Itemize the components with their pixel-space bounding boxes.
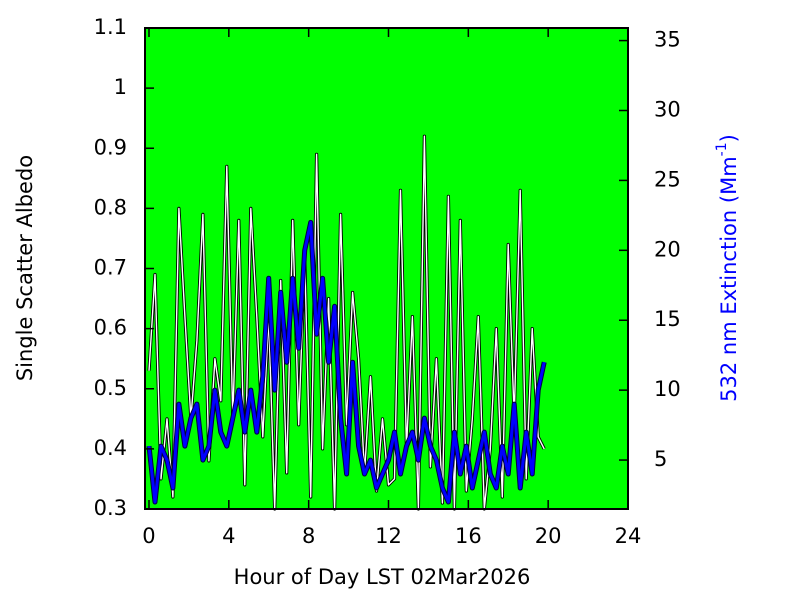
albedo-line [148, 135, 545, 510]
y2-tick-label: 25 [654, 167, 681, 191]
y2-label-close: ) [717, 134, 741, 142]
x-tick-label: 16 [455, 524, 482, 548]
y2-tick-label: 15 [654, 307, 681, 331]
y-tick-label: 1 [114, 75, 127, 99]
marks [146, 134, 547, 511]
y-tick-label: 0.5 [94, 376, 127, 400]
y-tick-label: 0.8 [94, 195, 127, 219]
x-tick-label: 12 [375, 524, 402, 548]
y2-tick-label: 10 [654, 377, 681, 401]
y2-tick-label: 30 [654, 97, 681, 121]
y-tick-label: 1.1 [94, 15, 127, 39]
y-tick-label: 0.6 [94, 316, 127, 340]
y2-axis-label: 532 nm Extinction (Mm-1) [714, 134, 741, 402]
y-tick-label: 0.4 [94, 436, 127, 460]
x-tick-label: 24 [615, 524, 642, 548]
x-tick-label: 4 [222, 524, 235, 548]
x-tick-label: 20 [535, 524, 562, 548]
x-axis-label: Hour of Day LST 02Mar2026 [234, 565, 531, 589]
y2-tick-label: 5 [654, 447, 667, 471]
y2-tick-label: 20 [654, 237, 681, 261]
y2-label-text: 532 nm Extinction (Mm [717, 156, 741, 402]
y-tick-label: 0.9 [94, 135, 127, 159]
y-tick-label: 0.7 [94, 256, 127, 280]
x-tick-label: 0 [142, 524, 155, 548]
plot-background [145, 28, 628, 509]
y2-tick-label: 35 [654, 28, 681, 52]
y-tick-label: 0.3 [94, 496, 127, 520]
extinction-line [147, 220, 546, 504]
x-tick-label: 8 [302, 524, 315, 548]
y-axis-label: Single Scatter Albedo [13, 155, 37, 381]
y2-label-sup: -1 [714, 142, 730, 156]
